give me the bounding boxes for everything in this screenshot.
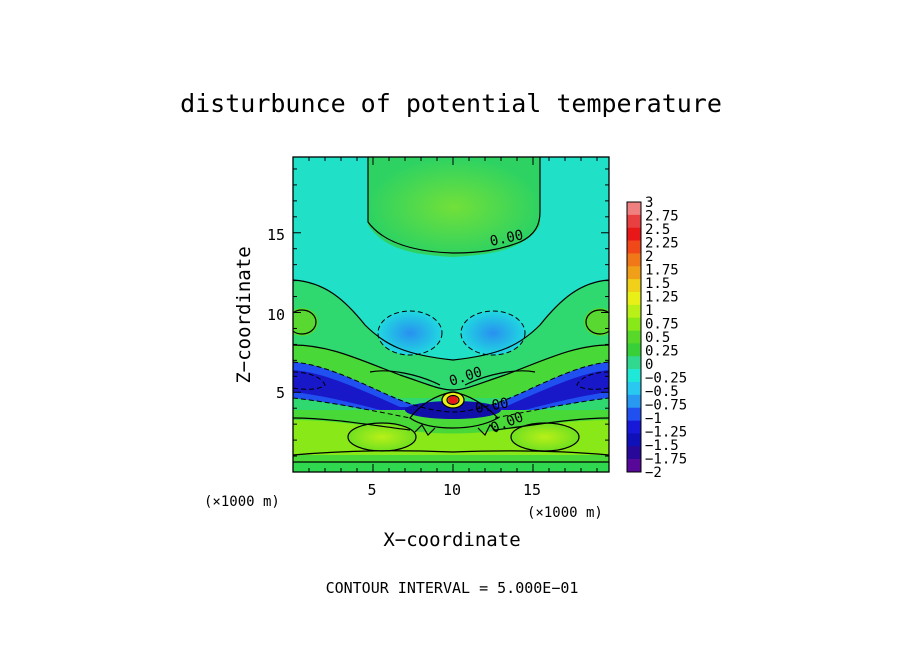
side-blob-right (584, 308, 609, 336)
neg-contour-left (377, 310, 443, 356)
contour-central (409, 391, 499, 429)
colorbar-label: 1 (645, 303, 653, 319)
colorbar-swatch (627, 266, 641, 280)
contour-positive-band (369, 370, 536, 386)
colorbar-label: −1.5 (645, 438, 679, 454)
colorbar-swatch (627, 292, 641, 306)
x-unit-label: (×1000 m) (527, 505, 603, 521)
colorbar-label: 0.75 (645, 317, 679, 333)
colorbar-label: −0.5 (645, 384, 679, 400)
y-axis-label: Z−coordinate (233, 246, 255, 383)
contour-zero-mid (293, 279, 609, 361)
colorbar-swatch (627, 446, 641, 460)
x-tick-label-10: 10 (443, 481, 461, 499)
colorbar-swatch (627, 240, 641, 254)
neg-contour-right-edge (576, 371, 609, 390)
colorbar-label: 1.25 (645, 290, 679, 306)
chart-title: disturbunce of potential temperature (180, 89, 722, 118)
contour-peak-1 (441, 391, 465, 409)
contour-peak-2 (446, 394, 460, 406)
contour-field (293, 157, 609, 472)
colorbar-swatch (627, 394, 641, 409)
colorbar-label: 2.5 (645, 222, 670, 238)
contour-zero-upper (367, 157, 541, 254)
side-blob-left (293, 308, 318, 336)
colorbar-label: 3 (645, 195, 653, 211)
colorbar-swatch (627, 420, 641, 434)
colorbar-label: −1 (645, 411, 662, 427)
contour-interval-note: CONTOUR INTERVAL = 5.000E−01 (326, 579, 579, 597)
contour-undulations (414, 423, 498, 437)
contour-blob-right (510, 422, 580, 452)
contour-near-surface-1 (293, 417, 609, 431)
lower-blob-left (348, 423, 416, 451)
colorbar-swatch (627, 382, 641, 396)
colorbar-swatch (627, 356, 641, 370)
colorbar-swatch (627, 369, 641, 383)
axis-ticks (293, 157, 609, 472)
negative-contours (293, 310, 609, 419)
colorbar-label: −0.25 (645, 371, 687, 387)
colorbar-label: 1.75 (645, 263, 679, 279)
colorbar-swatch (627, 253, 641, 267)
colorbar-label: 0.5 (645, 330, 670, 346)
neg-contour-band-2 (293, 397, 609, 419)
surface-strip (293, 462, 609, 472)
negative-band-core (293, 370, 609, 410)
upper-negative-lobe-right (461, 311, 525, 355)
colorbar-label: 2.25 (645, 236, 679, 252)
colorbar-frame (626, 201, 642, 473)
contour-near-surface-2 (293, 450, 609, 456)
lower-blob-right (511, 423, 579, 451)
y-tick-label-5: 5 (276, 384, 285, 402)
contour-zero-lower (293, 344, 609, 391)
x-axis-label: X−coordinate (383, 529, 520, 551)
colorbar-swatch (627, 433, 641, 447)
colorbar-label: −1.25 (645, 425, 687, 441)
colorbar-swatch (627, 279, 641, 293)
colorbar-label: 2 (645, 249, 653, 265)
contour-side-left (293, 309, 317, 335)
colorbar-swatch (627, 317, 641, 331)
colorbar-label: 1.5 (645, 276, 670, 292)
contour-blob-left (347, 422, 417, 452)
colorbar-label: −2 (645, 465, 662, 481)
colorbar-label: 0 (645, 357, 653, 373)
colorbar-swatch (627, 343, 641, 357)
colorbar-label: −1.75 (645, 452, 687, 468)
colorbar-label: 2.75 (645, 209, 679, 225)
plot-frame (292, 156, 610, 473)
colorbar: 32.752.52.2521.751.51.2510.750.50.250−0.… (626, 195, 687, 481)
contour-label-3: 0.00 (474, 395, 510, 417)
y-tick-label-10: 10 (267, 306, 285, 324)
z-unit-label: (×1000 m) (204, 494, 280, 510)
colorbar-label: −0.75 (645, 398, 687, 414)
colorbar-swatch (627, 202, 641, 216)
neg-contour-right (460, 310, 526, 356)
upper-green-plume (368, 157, 540, 257)
colorbar-swatch (627, 407, 641, 421)
central-negative-core (405, 401, 501, 419)
y-tick-label-15: 15 (267, 226, 285, 244)
colorbar-swatch (627, 304, 641, 319)
colorbar-swatch (627, 459, 641, 473)
neg-contour-left-edge (293, 371, 326, 390)
upper-negative-lobe-left (378, 311, 442, 355)
x-tick-label-15: 15 (523, 481, 541, 499)
mid-green-band (293, 345, 609, 398)
colorbar-label: 0.25 (645, 344, 679, 360)
colorbar-swatch (627, 214, 641, 229)
contour-side-right (585, 309, 609, 335)
contour-lines (293, 157, 609, 463)
x-tick-label-5: 5 (367, 481, 376, 499)
contour-label-1: 0.00 (489, 227, 525, 250)
central-peak (448, 396, 458, 404)
colorbar-swatch (627, 330, 641, 344)
neg-contour-band-1 (293, 361, 609, 413)
colorbar-swatch (627, 227, 641, 241)
